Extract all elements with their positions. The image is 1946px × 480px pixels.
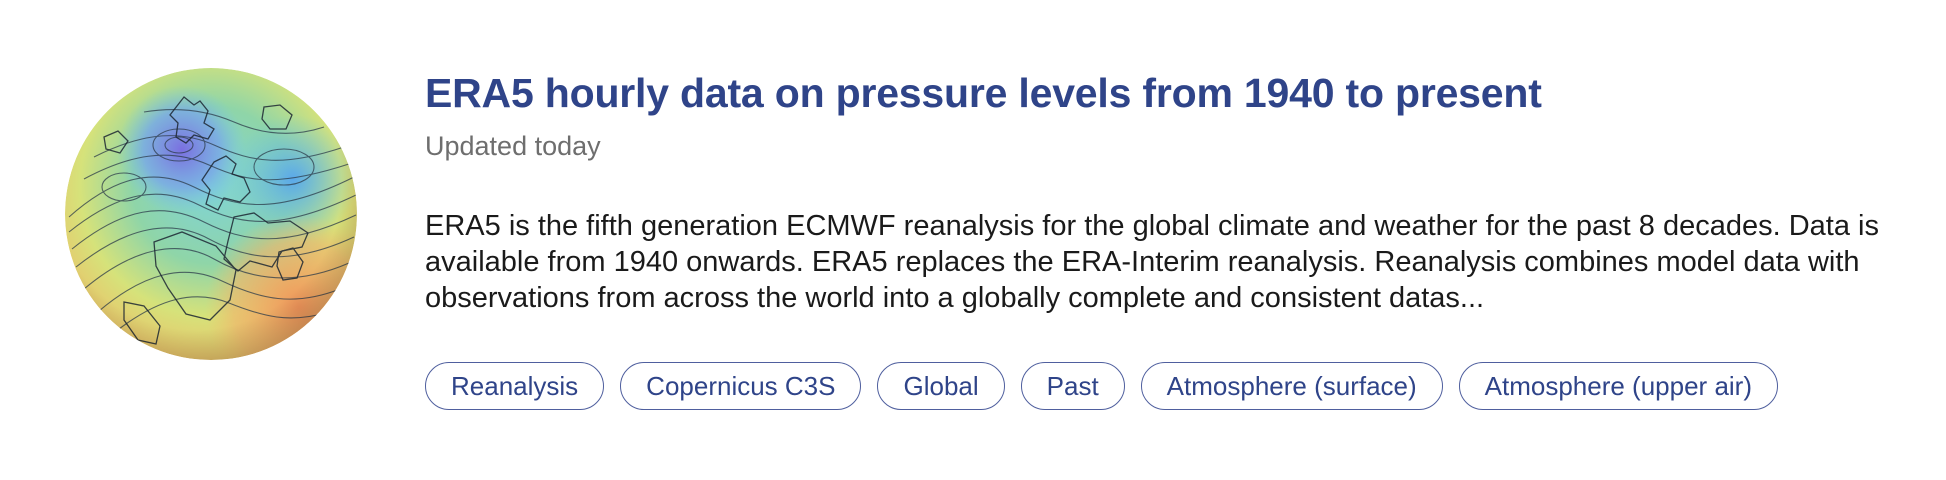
tag-past[interactable]: Past — [1020, 362, 1125, 410]
tag-list: Reanalysis Copernicus C3S Global Past At… — [425, 362, 1925, 410]
dataset-description: ERA5 is the fifth generation ECMWF reana… — [425, 210, 1879, 314]
dataset-title-link[interactable]: ERA5 hourly data on pressure levels from… — [425, 70, 1542, 116]
dataset-content: ERA5 hourly data on pressure levels from… — [425, 64, 1925, 410]
globe-pressure-map-icon — [65, 68, 357, 360]
updated-status: Updated today — [425, 131, 601, 161]
tag-global[interactable]: Global — [877, 362, 1005, 410]
dataset-thumbnail[interactable] — [64, 67, 358, 361]
tag-atmosphere-surface[interactable]: Atmosphere (surface) — [1140, 362, 1443, 410]
tag-copernicus-c3s[interactable]: Copernicus C3S — [620, 362, 862, 410]
tag-reanalysis[interactable]: Reanalysis — [425, 362, 605, 410]
tag-atmosphere-upper-air[interactable]: Atmosphere (upper air) — [1458, 362, 1778, 410]
